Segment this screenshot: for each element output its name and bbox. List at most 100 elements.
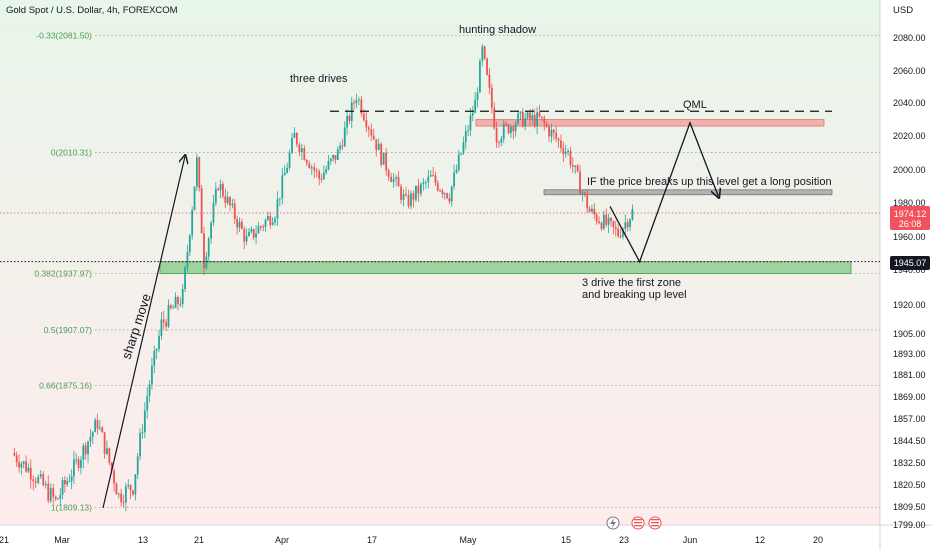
candle-body	[15, 455, 18, 463]
candle-body	[288, 152, 291, 168]
candle-body	[365, 119, 368, 128]
candle-body	[87, 441, 89, 455]
lightning-icon[interactable]	[606, 516, 620, 530]
candle-body	[543, 118, 546, 124]
candle-body	[134, 474, 137, 495]
candle-body	[177, 296, 179, 305]
candle-body	[300, 148, 303, 153]
candle-body	[165, 322, 168, 327]
candle-body	[61, 480, 64, 495]
candle-body	[397, 177, 400, 187]
x-tick-label: Apr	[275, 535, 289, 545]
candle-body	[101, 427, 104, 433]
candle-body	[89, 436, 92, 442]
candle-body	[380, 143, 383, 165]
candle-body	[591, 208, 593, 212]
current-price-tag: 1974.12 26:08	[890, 206, 930, 230]
y-tick-label: 1881.00	[893, 370, 926, 380]
candle-body	[13, 452, 16, 456]
candle-body	[429, 175, 432, 177]
candle-body	[390, 176, 393, 183]
candle-body	[571, 165, 574, 167]
candle-body	[583, 192, 586, 195]
us-flag-icon[interactable]	[648, 516, 662, 530]
y-tick-label: 1905.00	[893, 329, 926, 339]
x-tick-label: 13	[138, 535, 148, 545]
candle-body	[526, 112, 529, 119]
candle-body	[29, 467, 32, 480]
candle-body	[188, 235, 191, 253]
candle-body	[96, 420, 99, 429]
candle-body	[446, 193, 448, 199]
candle-body	[329, 158, 332, 161]
candle-body	[545, 123, 548, 127]
candle-body	[562, 148, 565, 155]
three-drives-label: three drives	[290, 73, 348, 85]
zone-grey	[543, 189, 833, 196]
candle-body	[512, 126, 515, 132]
candle-body	[400, 186, 402, 200]
candle-body	[581, 192, 584, 194]
candle-body	[550, 129, 553, 137]
y-tick-label: 1857.00	[893, 414, 926, 424]
candle-body	[415, 185, 417, 200]
candle-body	[298, 144, 301, 153]
candle-body	[521, 111, 524, 127]
candle-body	[560, 140, 562, 149]
candle-body	[240, 221, 243, 229]
candle-body	[439, 190, 441, 192]
candle-body	[32, 479, 35, 482]
projection-path	[609, 120, 718, 264]
candle-body	[139, 432, 141, 457]
candle-body	[322, 172, 325, 180]
candle-body	[59, 494, 62, 499]
candle-body	[353, 102, 355, 104]
candle-body	[257, 226, 260, 234]
x-tick-label: 17	[367, 535, 377, 545]
zone-red	[475, 119, 825, 127]
candle-body	[474, 99, 477, 113]
candle-body	[612, 221, 615, 227]
x-tick-label: 21	[0, 535, 9, 545]
candle-body	[610, 217, 612, 222]
y-tick-label: 1920.00	[893, 300, 926, 310]
candle-body	[106, 448, 108, 454]
y-tick-label: 1869.00	[893, 392, 926, 402]
candle-body	[274, 218, 276, 223]
candle-body	[410, 193, 412, 206]
candle-body	[231, 203, 234, 206]
candle-body	[593, 208, 596, 215]
candle-body	[624, 222, 627, 229]
chart-title: Gold Spot / U.S. Dollar, 4h, FOREXCOM	[6, 5, 178, 16]
candle-body	[607, 217, 610, 225]
us-flag-icon[interactable]	[631, 516, 645, 530]
candle-body	[214, 188, 217, 203]
y-tick-label: 2000.00	[893, 165, 926, 175]
candle-body	[600, 223, 603, 229]
candle-body	[576, 165, 579, 172]
candle-body	[136, 456, 139, 475]
candle-body	[184, 267, 186, 290]
candle-body	[395, 177, 397, 179]
hunting-shadow-label: hunting shadow	[459, 24, 536, 36]
candle-body	[238, 221, 241, 228]
candle-body	[42, 474, 45, 486]
candle-body	[229, 197, 231, 206]
candle-body	[27, 467, 30, 472]
candle-body	[196, 157, 198, 187]
candle-body	[34, 481, 37, 483]
candle-body	[622, 228, 624, 237]
candle-body	[226, 197, 229, 203]
candle-body	[460, 153, 463, 155]
candle-body	[169, 305, 172, 309]
candle-body	[464, 131, 467, 143]
candle-body	[308, 163, 311, 169]
candle-body	[498, 142, 500, 144]
candle-body	[453, 172, 455, 187]
candle-body	[432, 175, 435, 177]
candle-body	[57, 498, 59, 500]
y-tick-label: 2020.00	[893, 131, 926, 141]
candle-body	[552, 129, 555, 133]
candle-body	[514, 123, 517, 132]
